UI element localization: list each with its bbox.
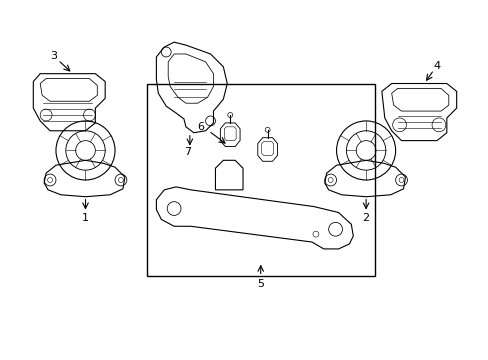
- Text: 3: 3: [50, 51, 58, 61]
- Text: 7: 7: [184, 148, 191, 157]
- Bar: [146, 84, 374, 276]
- Text: 5: 5: [257, 279, 264, 289]
- Text: 2: 2: [362, 213, 369, 224]
- Text: 4: 4: [432, 61, 440, 71]
- Text: 1: 1: [82, 213, 89, 224]
- Text: 6: 6: [197, 122, 204, 132]
